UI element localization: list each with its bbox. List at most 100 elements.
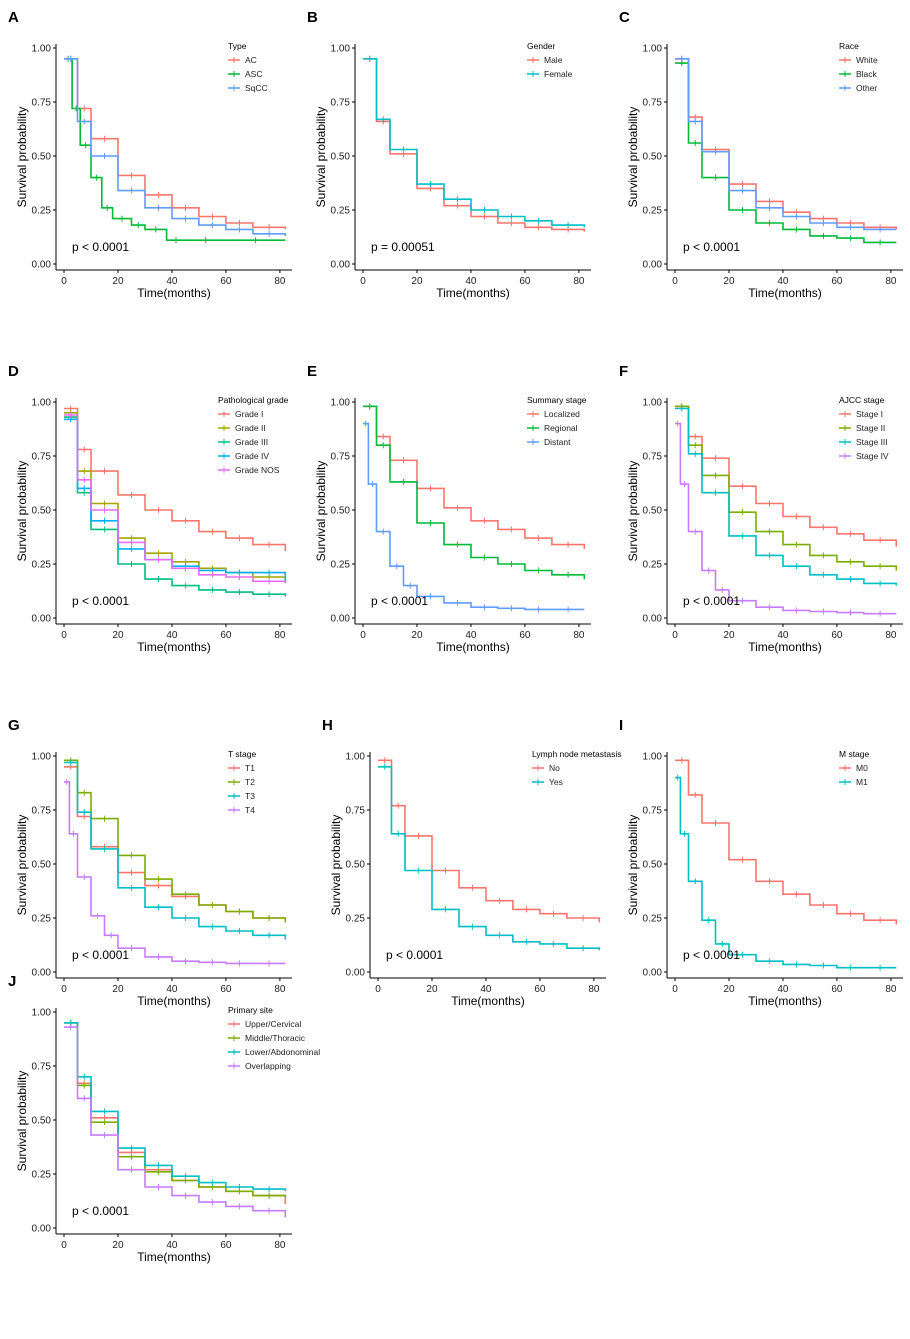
- survival-curve: [363, 422, 585, 611]
- legend-swatch-mark: [530, 71, 536, 77]
- panel-letter: D: [8, 363, 19, 380]
- censor-mark: [565, 222, 571, 229]
- x-tick-label: 20: [112, 1240, 124, 1251]
- censor-mark: [266, 224, 272, 231]
- series-sqcc: [64, 55, 287, 237]
- censor-mark: [81, 476, 87, 483]
- censor-mark: [820, 962, 826, 969]
- x-tick-label: 0: [672, 276, 678, 287]
- y-tick-label: 0.75: [643, 98, 663, 109]
- y-tick-label: 0.25: [331, 560, 351, 571]
- y-tick-label: 0.75: [32, 806, 52, 817]
- survival-curve: [64, 781, 286, 965]
- censor-mark: [155, 1162, 161, 1169]
- legend-item: SqCC: [228, 83, 268, 93]
- censor-mark: [712, 174, 718, 181]
- censor-mark: [81, 485, 87, 492]
- p-value: p < 0.0001: [386, 948, 443, 962]
- y-tick-label: 0.75: [346, 806, 366, 817]
- censor-mark: [481, 554, 487, 561]
- x-tick-label: 40: [777, 984, 789, 995]
- censor-mark: [481, 604, 487, 611]
- censor-mark: [95, 912, 101, 919]
- legend-swatch-mark: [221, 467, 227, 473]
- censor-mark: [236, 1183, 242, 1190]
- legend-label: Stage II: [856, 423, 885, 433]
- p-value: p < 0.0001: [72, 594, 129, 608]
- survival-curve: [675, 776, 897, 969]
- censor-mark: [847, 910, 853, 917]
- censor-mark: [427, 181, 433, 188]
- panel-letter: E: [307, 363, 317, 380]
- censor-mark: [712, 819, 718, 826]
- legend-swatch-mark: [535, 765, 541, 771]
- censor-mark: [128, 172, 134, 179]
- panel-b: B Survival probability 0.00 0.25 0.50 0.75 1.0…: [307, 9, 591, 300]
- censor-mark: [469, 884, 475, 891]
- censor-mark: [454, 196, 460, 203]
- x-tick-label: 80: [274, 630, 286, 641]
- censor-mark: [68, 55, 74, 62]
- legend-swatch-mark: [221, 411, 227, 417]
- censor-mark: [793, 513, 799, 520]
- censor-mark: [766, 500, 772, 507]
- y-axis-label: Survival probability: [626, 107, 640, 208]
- censor-mark: [793, 213, 799, 220]
- panel-letter: F: [619, 363, 628, 380]
- series-female: [363, 55, 586, 229]
- x-axis-label: Time(months): [748, 994, 822, 1008]
- x-tick-label: 60: [220, 276, 232, 287]
- y-tick-label: 0.25: [32, 1170, 52, 1181]
- x-tick-label: 60: [831, 984, 843, 995]
- legend-item: M1: [839, 777, 868, 787]
- censor-mark: [68, 1024, 74, 1031]
- censor-mark: [508, 605, 514, 612]
- legend-title: AJCC stage: [839, 395, 885, 405]
- legend-label: Grade III: [235, 437, 268, 447]
- survival-curve: [363, 405, 586, 549]
- survival-curve: [64, 1026, 287, 1218]
- censor-mark: [101, 815, 107, 822]
- censor-mark: [847, 558, 853, 565]
- x-axis-label: Time(months): [137, 640, 211, 654]
- x-tick-label: 0: [61, 276, 67, 287]
- series-grade-i: [64, 405, 287, 551]
- censor-mark: [712, 455, 718, 462]
- censor-mark: [155, 576, 161, 583]
- legend-label: Black: [856, 69, 878, 79]
- censor-mark: [692, 433, 698, 440]
- censor-mark: [793, 226, 799, 233]
- x-axis-label: Time(months): [748, 286, 822, 300]
- legend-item: Localized: [527, 409, 580, 419]
- legend-label: Stage I: [856, 409, 883, 419]
- censor-mark: [266, 960, 272, 967]
- censor-mark: [367, 403, 373, 410]
- series-lower-abdonominal: [64, 1019, 287, 1193]
- series-ac: [64, 55, 287, 231]
- x-tick-label: 40: [166, 276, 178, 287]
- censor-mark: [266, 591, 272, 598]
- legend: T stage T1 T2 T3 T4: [228, 749, 256, 815]
- y-tick-label: 0.25: [32, 560, 52, 571]
- censor-mark: [70, 830, 76, 837]
- y-axis-label: Survival probability: [15, 815, 29, 916]
- legend-item: Stage I: [839, 409, 883, 419]
- censor-mark: [766, 204, 772, 211]
- panel-e: E Survival probability 0.00 0.25 0.50 0.75 1.0…: [307, 363, 591, 654]
- censor-mark: [155, 507, 161, 513]
- legend-swatch-mark: [842, 85, 848, 91]
- censor-mark: [380, 116, 386, 123]
- survival-curve: [675, 407, 898, 586]
- legend-label: Grade IV: [235, 451, 269, 461]
- legend-swatch-mark: [231, 807, 237, 813]
- censor-mark: [382, 757, 388, 764]
- censor-mark: [847, 609, 853, 616]
- censor-mark: [266, 1186, 272, 1193]
- censor-mark: [182, 582, 188, 589]
- x-tick-label: 20: [723, 630, 735, 641]
- legend-label: T3: [245, 791, 255, 801]
- censor-mark: [182, 958, 188, 965]
- censor-mark: [508, 561, 514, 567]
- censor-mark: [739, 483, 745, 490]
- legend-item: Stage II: [839, 423, 885, 433]
